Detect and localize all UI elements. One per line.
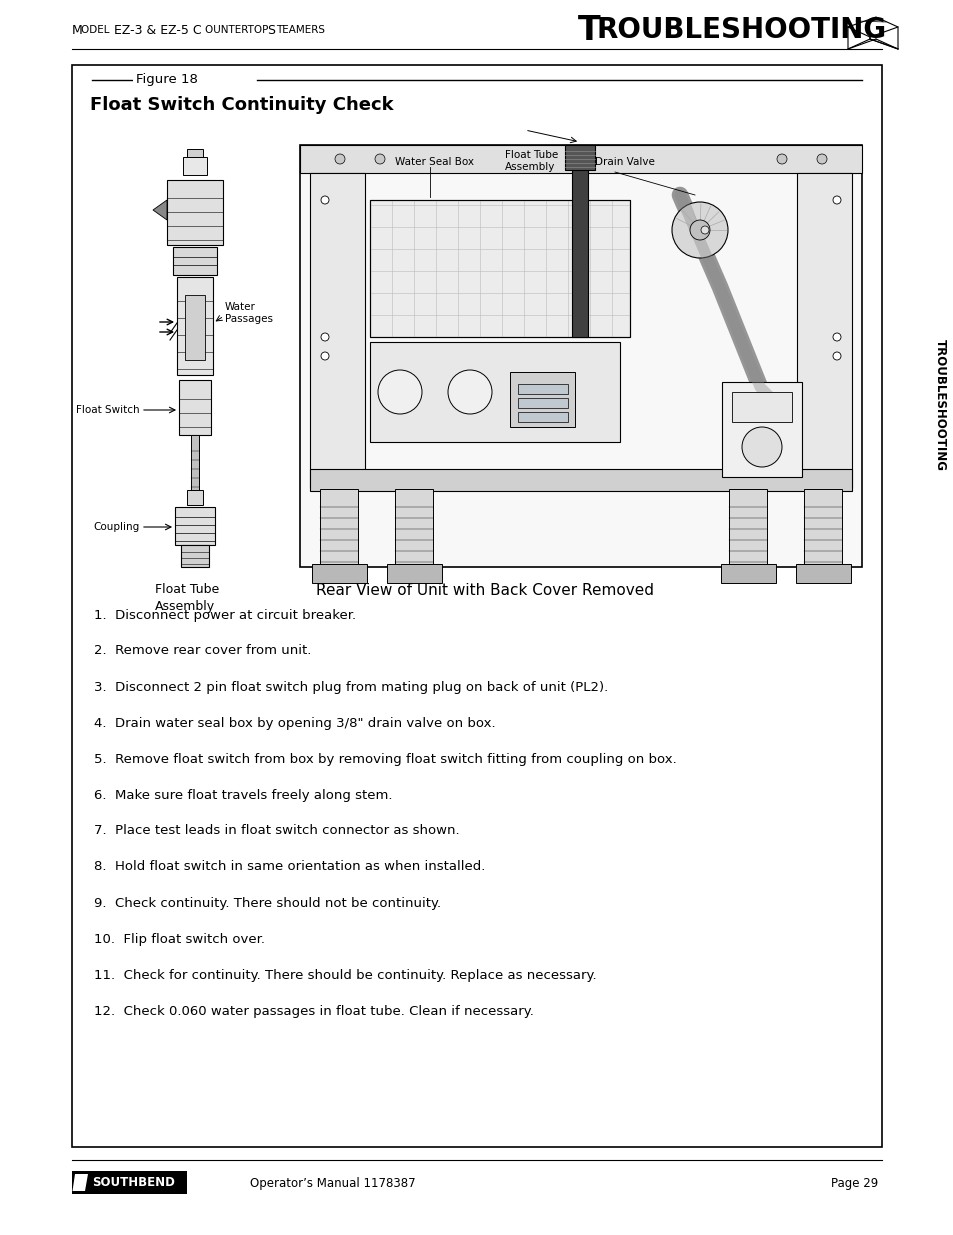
Text: Page 29: Page 29 bbox=[830, 1177, 877, 1189]
Bar bbox=[517, 412, 567, 422]
Bar bbox=[71, 65, 882, 1147]
Text: 4.  Drain water seal box by opening 3/8" drain valve on box.: 4. Drain water seal box by opening 3/8" … bbox=[94, 716, 496, 730]
Text: SOUTHBEND: SOUTHBEND bbox=[91, 1177, 174, 1189]
Circle shape bbox=[375, 154, 385, 164]
Bar bbox=[387, 564, 441, 583]
Bar bbox=[167, 180, 223, 245]
Text: 10.  Flip float switch over.: 10. Flip float switch over. bbox=[94, 932, 265, 946]
Circle shape bbox=[832, 352, 841, 359]
Bar bbox=[319, 489, 357, 567]
Bar bbox=[71, 1171, 187, 1194]
Bar bbox=[564, 144, 595, 170]
Bar bbox=[572, 144, 587, 337]
Bar bbox=[179, 380, 211, 435]
Bar bbox=[796, 173, 851, 487]
Text: Float Tube
Assembly: Float Tube Assembly bbox=[154, 583, 219, 613]
Bar bbox=[85, 140, 867, 576]
Bar bbox=[517, 384, 567, 394]
Text: Drain Valve: Drain Valve bbox=[595, 157, 654, 167]
Circle shape bbox=[776, 154, 786, 164]
Circle shape bbox=[448, 370, 492, 414]
Text: EZ-3 & EZ-5 C: EZ-3 & EZ-5 C bbox=[113, 23, 201, 37]
Circle shape bbox=[320, 352, 329, 359]
Text: S: S bbox=[267, 23, 274, 37]
Text: Figure 18: Figure 18 bbox=[136, 74, 197, 86]
Bar bbox=[720, 564, 775, 583]
Bar bbox=[370, 200, 629, 337]
Circle shape bbox=[689, 220, 709, 240]
Circle shape bbox=[335, 154, 345, 164]
Bar bbox=[174, 508, 214, 545]
Text: Float Tube
Assembly: Float Tube Assembly bbox=[504, 149, 558, 173]
Text: 5.  Remove float switch from box by removing float switch fitting from coupling : 5. Remove float switch from box by remov… bbox=[94, 752, 676, 766]
Text: T: T bbox=[578, 14, 600, 47]
Text: 3.  Disconnect 2 pin float switch plug from mating plug on back of unit (PL2).: 3. Disconnect 2 pin float switch plug fr… bbox=[94, 680, 608, 694]
Bar bbox=[395, 489, 433, 567]
Bar bbox=[795, 564, 850, 583]
Bar bbox=[187, 490, 203, 505]
Bar bbox=[185, 295, 205, 359]
Bar bbox=[172, 247, 216, 275]
Circle shape bbox=[700, 226, 708, 233]
Circle shape bbox=[320, 196, 329, 204]
Text: 9.  Check continuity. There should not be continuity.: 9. Check continuity. There should not be… bbox=[94, 897, 440, 909]
Bar bbox=[177, 277, 213, 375]
Bar bbox=[517, 398, 567, 408]
Circle shape bbox=[832, 333, 841, 341]
Bar bbox=[181, 545, 209, 567]
Bar bbox=[370, 342, 619, 442]
Polygon shape bbox=[72, 1174, 88, 1191]
Text: 12.  Check 0.060 water passages in float tube. Clean if necessary.: 12. Check 0.060 water passages in float … bbox=[94, 1004, 534, 1018]
Bar bbox=[187, 149, 203, 157]
Text: 2.  Remove rear cover from unit.: 2. Remove rear cover from unit. bbox=[94, 645, 311, 657]
Circle shape bbox=[671, 203, 727, 258]
Text: Float Switch: Float Switch bbox=[76, 405, 140, 415]
Text: 11.  Check for continuity. There should be continuity. Replace as necessary.: 11. Check for continuity. There should b… bbox=[94, 968, 596, 982]
Text: TEAMERS: TEAMERS bbox=[275, 25, 325, 35]
Circle shape bbox=[741, 427, 781, 467]
Bar bbox=[299, 144, 862, 173]
Circle shape bbox=[816, 154, 826, 164]
Circle shape bbox=[377, 370, 421, 414]
Bar bbox=[731, 391, 791, 422]
Text: ODEL: ODEL bbox=[81, 25, 112, 35]
Text: 7.  Place test leads in float switch connector as shown.: 7. Place test leads in float switch conn… bbox=[94, 825, 459, 837]
Text: Water Seal Box: Water Seal Box bbox=[395, 157, 474, 167]
Text: Rear View of Unit with Back Cover Removed: Rear View of Unit with Back Cover Remove… bbox=[315, 583, 654, 598]
Bar bbox=[299, 144, 862, 567]
Text: Operator’s Manual 1178387: Operator’s Manual 1178387 bbox=[250, 1177, 416, 1189]
Text: M: M bbox=[71, 23, 83, 37]
Text: ROUBLESHOOTING: ROUBLESHOOTING bbox=[597, 16, 886, 44]
Polygon shape bbox=[152, 200, 167, 220]
Text: 1.  Disconnect power at circuit breaker.: 1. Disconnect power at circuit breaker. bbox=[94, 609, 355, 621]
Text: 6.  Make sure float travels freely along stem.: 6. Make sure float travels freely along … bbox=[94, 788, 392, 802]
Circle shape bbox=[320, 333, 329, 341]
Text: Float Switch Continuity Check: Float Switch Continuity Check bbox=[90, 96, 394, 114]
Bar bbox=[310, 173, 365, 487]
Bar bbox=[310, 469, 851, 492]
Bar bbox=[728, 489, 766, 567]
Bar bbox=[312, 564, 367, 583]
Text: OUNTERTOP: OUNTERTOP bbox=[205, 25, 272, 35]
Bar bbox=[183, 157, 207, 175]
Text: 8.  Hold float switch in same orientation as when installed.: 8. Hold float switch in same orientation… bbox=[94, 861, 485, 873]
Text: Coupling: Coupling bbox=[93, 522, 140, 532]
Text: TROUBLESHOOTING: TROUBLESHOOTING bbox=[933, 338, 945, 471]
Bar bbox=[370, 200, 629, 337]
Bar bbox=[191, 435, 199, 490]
Circle shape bbox=[832, 196, 841, 204]
Text: Water
Passages: Water Passages bbox=[225, 301, 273, 325]
Bar bbox=[510, 372, 575, 427]
Bar bbox=[721, 382, 801, 477]
Bar bbox=[803, 489, 841, 567]
